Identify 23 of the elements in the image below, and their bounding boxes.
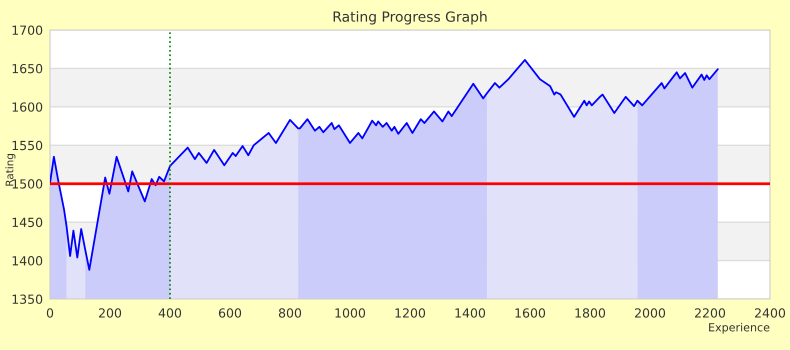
x-tick-label: 1200	[395, 308, 426, 318]
x-tick-label: 1400	[455, 308, 486, 318]
x-tick-label: 600	[218, 308, 242, 318]
y-tick-label: 1650	[12, 64, 42, 74]
x-tick-label: 2000	[635, 308, 666, 318]
y-tick-label: 1400	[12, 256, 42, 266]
y-tick-label: 1600	[12, 102, 42, 112]
y-tick-label: 1350	[12, 294, 42, 304]
x-tick-label: 1800	[575, 308, 606, 318]
x-tick-label: 800	[278, 308, 302, 318]
x-axis-title: Experience	[709, 322, 770, 334]
x-tick-label: 2200	[695, 308, 726, 318]
chart-title: Rating Progress Graph	[334, 11, 487, 25]
x-tick-label: 0	[46, 308, 54, 318]
y-tick-label: 1700	[12, 25, 42, 35]
x-tick-label: 200	[98, 308, 122, 318]
y-tick-label: 1550	[12, 140, 42, 150]
x-tick-label: 400	[158, 308, 182, 318]
x-tick-label: 1600	[515, 308, 546, 318]
x-tick-label: 1000	[335, 308, 366, 318]
y-tick-label: 1450	[12, 218, 42, 228]
line-series	[50, 59, 719, 271]
x-tick-label: 2400	[755, 308, 786, 318]
